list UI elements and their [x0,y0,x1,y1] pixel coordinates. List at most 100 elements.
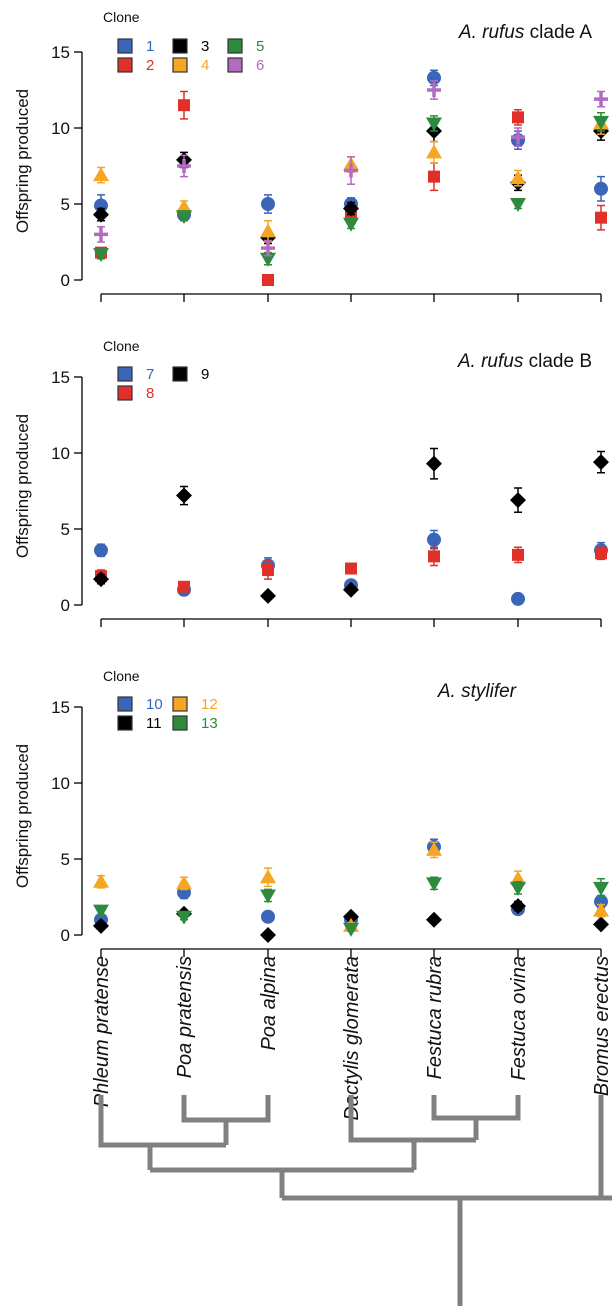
series-clone-1 [94,69,608,222]
y-tick-label: 10 [51,444,70,463]
point-clone-12 [426,841,442,856]
legend-header: Clone [103,9,140,25]
point-clone-2 [512,111,524,124]
tree-clade-festuca [431,1095,521,1121]
point-clone-1 [594,181,608,196]
x-tick-label-poa-alpina: Poa alpina [258,956,280,1051]
point-clone-4 [260,223,276,238]
legend: Clone 1 3 5 2 4 6 [103,9,264,74]
point-clone-2 [595,211,607,224]
point-clone-8 [178,580,190,593]
point-clone-2 [428,170,440,183]
tree-clade-poa [181,1095,271,1123]
legend-label-clone-7: 7 [146,366,154,383]
y-tick-label: 0 [61,926,70,945]
series-clone-6 [94,80,608,257]
legend-swatch-clone-5 [227,38,243,54]
point-clone-11 [93,917,109,934]
series-clone-13 [93,876,609,937]
point-clone-8 [345,562,357,575]
point-clone-5 [93,248,109,263]
point-clone-3 [93,206,109,223]
panel-3: 0 5 10 15 Offspring produced A. stylifer Clone… [13,668,609,957]
tree-join-dactylis-festuca [348,1095,476,1143]
legend-swatch-clone-13 [172,715,188,731]
x-tick-label-festuca-rubra: Festuca rubra [424,956,446,1079]
point-clone-11 [343,908,359,925]
y-axis-label: Offspring produced [13,744,32,888]
point-clone-13 [343,922,359,937]
point-clone-8 [262,564,274,577]
legend-swatch-clone-2 [117,57,133,73]
point-clone-7 [94,543,108,558]
panel-title: A. rufus clade B [457,351,592,372]
point-clone-2 [178,99,190,112]
point-clone-9 [593,454,609,471]
legend-swatch-clone-11 [117,715,133,731]
legend-label-clone-2: 2 [146,57,154,74]
point-clone-6 [511,130,525,145]
point-clone-3 [343,200,359,217]
point-clone-5 [426,117,442,132]
point-clone-5 [176,210,192,225]
legend-label-clone-9: 9 [201,366,209,383]
species-labels: Phleum pratense Poa pratensis Poa alpina Da… [91,956,612,1121]
panel-2: 0 5 10 15 Offspring produced A. rufus clade B… [13,338,609,627]
y-tick-label: 15 [51,698,70,717]
point-clone-6 [427,83,441,97]
legend-label-clone-6: 6 [256,57,264,74]
point-clone-11 [426,911,442,928]
legend-swatch-clone-6 [227,57,243,73]
point-clone-9 [260,587,276,604]
legend-label-clone-5: 5 [256,38,264,55]
legend-header: Clone [103,338,140,354]
point-clone-4 [426,144,442,159]
tree-join-poeae [98,1120,226,1148]
legend-swatch-clone-9 [172,366,188,382]
x-tick-label-dactylis-glomerata: Dactylis glomerata [341,956,363,1121]
legend-label-clone-12: 12 [201,696,218,713]
legend-swatch-clone-8 [117,385,133,401]
point-clone-9 [176,487,192,504]
y-tick-label: 15 [51,43,70,62]
panel-title: A. stylifer [437,681,517,702]
point-clone-13 [510,881,526,896]
legend: Clone 10 12 11 13 [103,668,218,732]
x-tick-label-poa-pratensis: Poa pratensis [174,956,196,1078]
y-tick-label: 15 [51,368,70,387]
point-clone-8 [428,550,440,563]
legend-label-clone-13: 13 [201,715,218,732]
point-clone-8 [595,547,607,560]
legend-header: Clone [103,668,140,684]
point-clone-12 [176,875,192,890]
point-clone-4 [176,199,192,214]
point-clone-5 [593,115,609,130]
legend-label-clone-1: 1 [146,38,154,55]
point-clone-8 [512,548,524,561]
legend-swatch-clone-7 [117,366,133,382]
y-tick-label: 0 [61,271,70,290]
y-tick-label: 0 [61,596,70,615]
legend-label-clone-8: 8 [146,385,154,402]
point-clone-4 [93,167,109,182]
x-tick-label-festuca-ovina: Festuca ovina [508,956,530,1081]
point-clone-6 [261,241,275,256]
series-clone-2 [95,90,607,286]
phylogeny-tree [98,1095,612,1306]
point-clone-11 [510,898,526,915]
point-clone-12 [260,869,276,884]
point-clone-4 [510,170,526,185]
y-tick-label: 5 [61,195,70,214]
series-clone-9 [93,447,609,604]
point-clone-9 [343,581,359,598]
point-clone-12 [93,873,109,888]
point-clone-7 [511,591,525,606]
legend-swatch-clone-4 [172,57,188,73]
legend-label-clone-3: 3 [201,38,209,55]
point-clone-11 [260,927,276,943]
point-clone-7 [427,532,441,547]
y-tick-label: 5 [61,850,70,869]
point-clone-9 [510,492,526,509]
